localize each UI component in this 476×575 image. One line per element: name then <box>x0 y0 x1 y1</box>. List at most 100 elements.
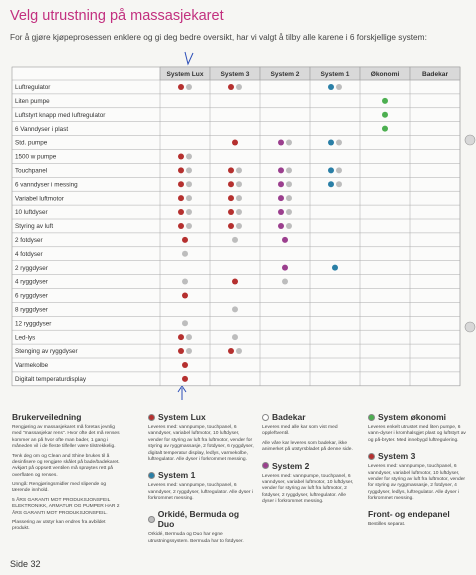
column-header: System 3 <box>221 71 250 78</box>
availability-dot <box>186 153 192 160</box>
paragraph: Rengjøring av massasjekaret må foretas j… <box>12 425 120 450</box>
column-header: System 2 <box>271 71 300 78</box>
availability-dot <box>228 222 234 229</box>
row-label: 6 ryggdyser <box>15 293 48 300</box>
row-label: Styring av luft <box>15 223 53 230</box>
paragraph: Leveres enkelt utrustet med liten pumpe,… <box>368 425 466 443</box>
section-title: Brukerveiledning <box>12 412 82 422</box>
section-heading: System Lux <box>148 412 254 422</box>
availability-dot <box>382 125 388 132</box>
section: System 2 Leveres med: vannpumpe, touchpan… <box>262 461 358 506</box>
intro: For å gjøre kjøpeprosessen enklere og gi… <box>10 32 427 42</box>
availability-dot <box>182 278 188 285</box>
availability-dot <box>186 348 192 355</box>
availability-dot <box>232 139 238 146</box>
row-label: Stenging av ryggdyser <box>15 348 78 355</box>
availability-dot <box>336 139 342 146</box>
row-label: 6 vanndyser i messing <box>15 181 78 188</box>
availability-dot <box>336 167 342 174</box>
availability-dot <box>186 195 192 202</box>
column-header: Badekar <box>422 71 448 78</box>
section-title: System 3 <box>378 451 416 462</box>
section: Brukerveiledning Rengjøring av massasjeka… <box>12 412 124 533</box>
availability-dot <box>382 111 388 118</box>
paragraph: Alle våre kar leveres som badekar, ikke … <box>262 440 353 453</box>
row-label: Liten pumpe <box>15 98 50 105</box>
availability-dot <box>228 209 234 216</box>
paragraph: Leveres med: vannpumpe, touchpanel, 6 va… <box>148 483 253 501</box>
section-heading: System økonomi <box>368 412 468 422</box>
availability-dot <box>228 167 234 174</box>
row-label: 10 luftdyser <box>15 209 48 216</box>
section-title: System Lux <box>158 412 206 422</box>
availability-dot <box>332 264 338 271</box>
system-dot <box>148 515 155 523</box>
section: Front- og endepanel Bestilles separat. <box>368 509 468 528</box>
section-title: System økonomi <box>378 412 447 422</box>
section-heading: Brukerveiledning <box>12 412 124 422</box>
availability-dot <box>178 167 184 174</box>
availability-dot <box>328 181 334 188</box>
column-header: System Lux <box>166 71 203 78</box>
availability-dot <box>236 222 242 229</box>
section: System økonomi Leveres enkelt utrustet me… <box>368 412 468 444</box>
availability-dot <box>286 222 292 229</box>
section-title: System 1 <box>158 470 196 481</box>
section-heading: System 3 <box>368 451 468 461</box>
availability-dot <box>236 83 242 90</box>
availability-dot <box>236 195 242 202</box>
availability-dot <box>232 278 238 285</box>
availability-dot <box>182 361 188 368</box>
binder-hole <box>464 134 476 146</box>
section-title: Front- og endepanel <box>368 509 450 520</box>
availability-dot <box>232 236 238 243</box>
row-label: 2 ryggdyser <box>15 265 48 272</box>
availability-dot <box>232 306 238 313</box>
text-column: System økonomi Leveres enkelt utrustet me… <box>368 412 468 536</box>
availability-dot <box>186 181 192 188</box>
availability-dot <box>186 222 192 229</box>
availability-dot <box>282 278 288 285</box>
paragraph: Unngå: Rengjøringsmidler med slipende og… <box>12 482 107 494</box>
paragraph: Tenk deg om og Clean and Shine brukes ti… <box>12 453 120 478</box>
text-column: Badekar Leveres med alle kar som vist med… <box>262 412 358 512</box>
availability-dot <box>336 83 342 90</box>
availability-dot <box>328 139 334 146</box>
section: System 1 Leveres med: vannpumpe, touchpan… <box>148 470 254 502</box>
availability-dot <box>236 209 242 216</box>
availability-dot <box>328 83 334 90</box>
availability-dot <box>178 222 184 229</box>
availability-dot <box>228 348 234 355</box>
section-heading: Badekar <box>262 412 358 422</box>
paragraph: Leveres med: vannpumpe, touchpanel, 6 va… <box>262 473 354 505</box>
section: Orkidé, Bermuda og Duo Orkidé, Bermuda og… <box>148 509 254 545</box>
availability-dot <box>236 167 242 174</box>
availability-dot <box>186 167 192 174</box>
text-column: Brukerveiledning Rengjøring av massasjeka… <box>12 412 124 540</box>
availability-dot <box>282 236 288 243</box>
availability-dot <box>182 250 188 257</box>
system-dot <box>262 462 269 469</box>
availability-dot <box>186 209 192 216</box>
system-dot <box>368 413 375 421</box>
row-label: 6 Vanndyser i plast <box>15 126 68 133</box>
availability-dot <box>278 209 284 216</box>
row-label: Digitalt temperaturdisplay <box>15 376 87 383</box>
row-label: Luftregulator <box>15 84 50 91</box>
paragraph: Orkidé, Bermuda og Duo har egne utrustni… <box>148 532 244 544</box>
row-label: Touchpanel <box>15 168 47 175</box>
availability-dot <box>182 320 188 327</box>
page-number: Side 32 <box>10 559 41 569</box>
availability-dot <box>228 195 234 202</box>
section: System Lux Leveres med: vannpumpe, touchp… <box>148 412 254 463</box>
availability-dot <box>178 153 184 160</box>
availability-dot <box>182 375 188 382</box>
availability-dot <box>336 181 342 188</box>
section-heading: Front- og endepanel <box>368 509 468 519</box>
availability-dot <box>186 334 192 341</box>
paragraph: Leveres med: vannpumpe, touchpanel, 6 va… <box>368 464 466 501</box>
section-title: System 2 <box>272 460 310 471</box>
column-header: Økonomi <box>371 71 400 78</box>
availability-dot <box>236 181 242 188</box>
availability-dot <box>278 195 284 202</box>
